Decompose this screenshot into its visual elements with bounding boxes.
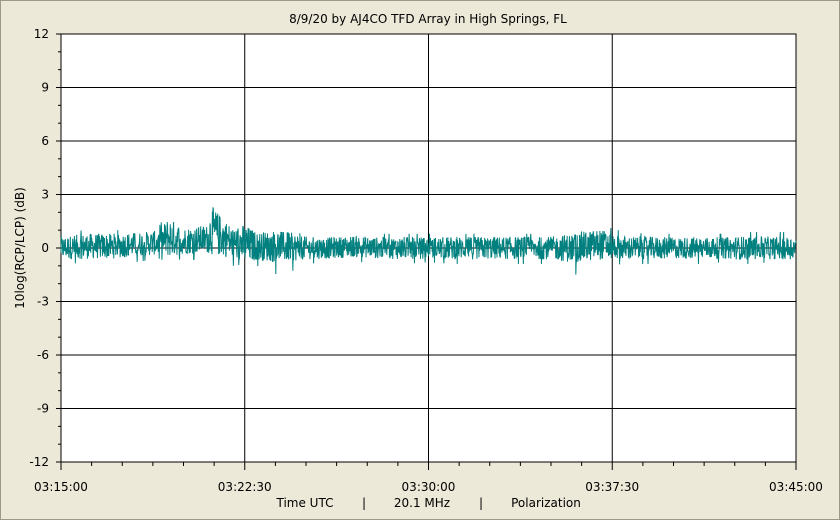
x-axis-label-sep-1: |: [362, 496, 366, 510]
x-axis-label-time: Time UTC: [276, 496, 334, 510]
x-tick-labels: 03:15:00 03:22:30 03:30:00 03:37:30 03:45:00: [34, 480, 823, 494]
y-tick-label: 9: [41, 81, 49, 95]
y-tick-label: 6: [41, 134, 49, 148]
y-tick-label: -12: [29, 455, 49, 469]
x-axis-label-mode: Polarization: [511, 496, 581, 510]
y-tick-label: 3: [41, 188, 49, 202]
x-tick-label: 03:22:30: [218, 480, 272, 494]
x-axis-label-sep-2: |: [479, 496, 483, 510]
y-tick-labels: 12 9 6 3 0 -3 -6 -9 -12: [29, 27, 49, 469]
y-tick-label: 0: [41, 241, 49, 255]
series-layer: [60, 207, 797, 275]
y-tick-label: -9: [37, 402, 49, 416]
chart-title: 8/9/20 by AJ4CO TFD Array in High Spring…: [289, 12, 567, 26]
x-tick-label: 03:37:30: [585, 480, 639, 494]
series-line: [60, 207, 797, 275]
minor-ticks: [56, 33, 797, 470]
y-axis-label: 10log(RCP/LCP) (dB): [13, 187, 27, 309]
x-tick-label: 03:30:00: [402, 480, 456, 494]
x-axis-label-frequency: 20.1 MHz: [394, 496, 450, 510]
y-tick-label: -3: [37, 295, 49, 309]
y-tick-label: -6: [37, 348, 49, 362]
x-tick-label: 03:45:00: [769, 480, 823, 494]
x-tick-label: 03:15:00: [34, 480, 88, 494]
y-tick-label: 12: [34, 27, 49, 41]
